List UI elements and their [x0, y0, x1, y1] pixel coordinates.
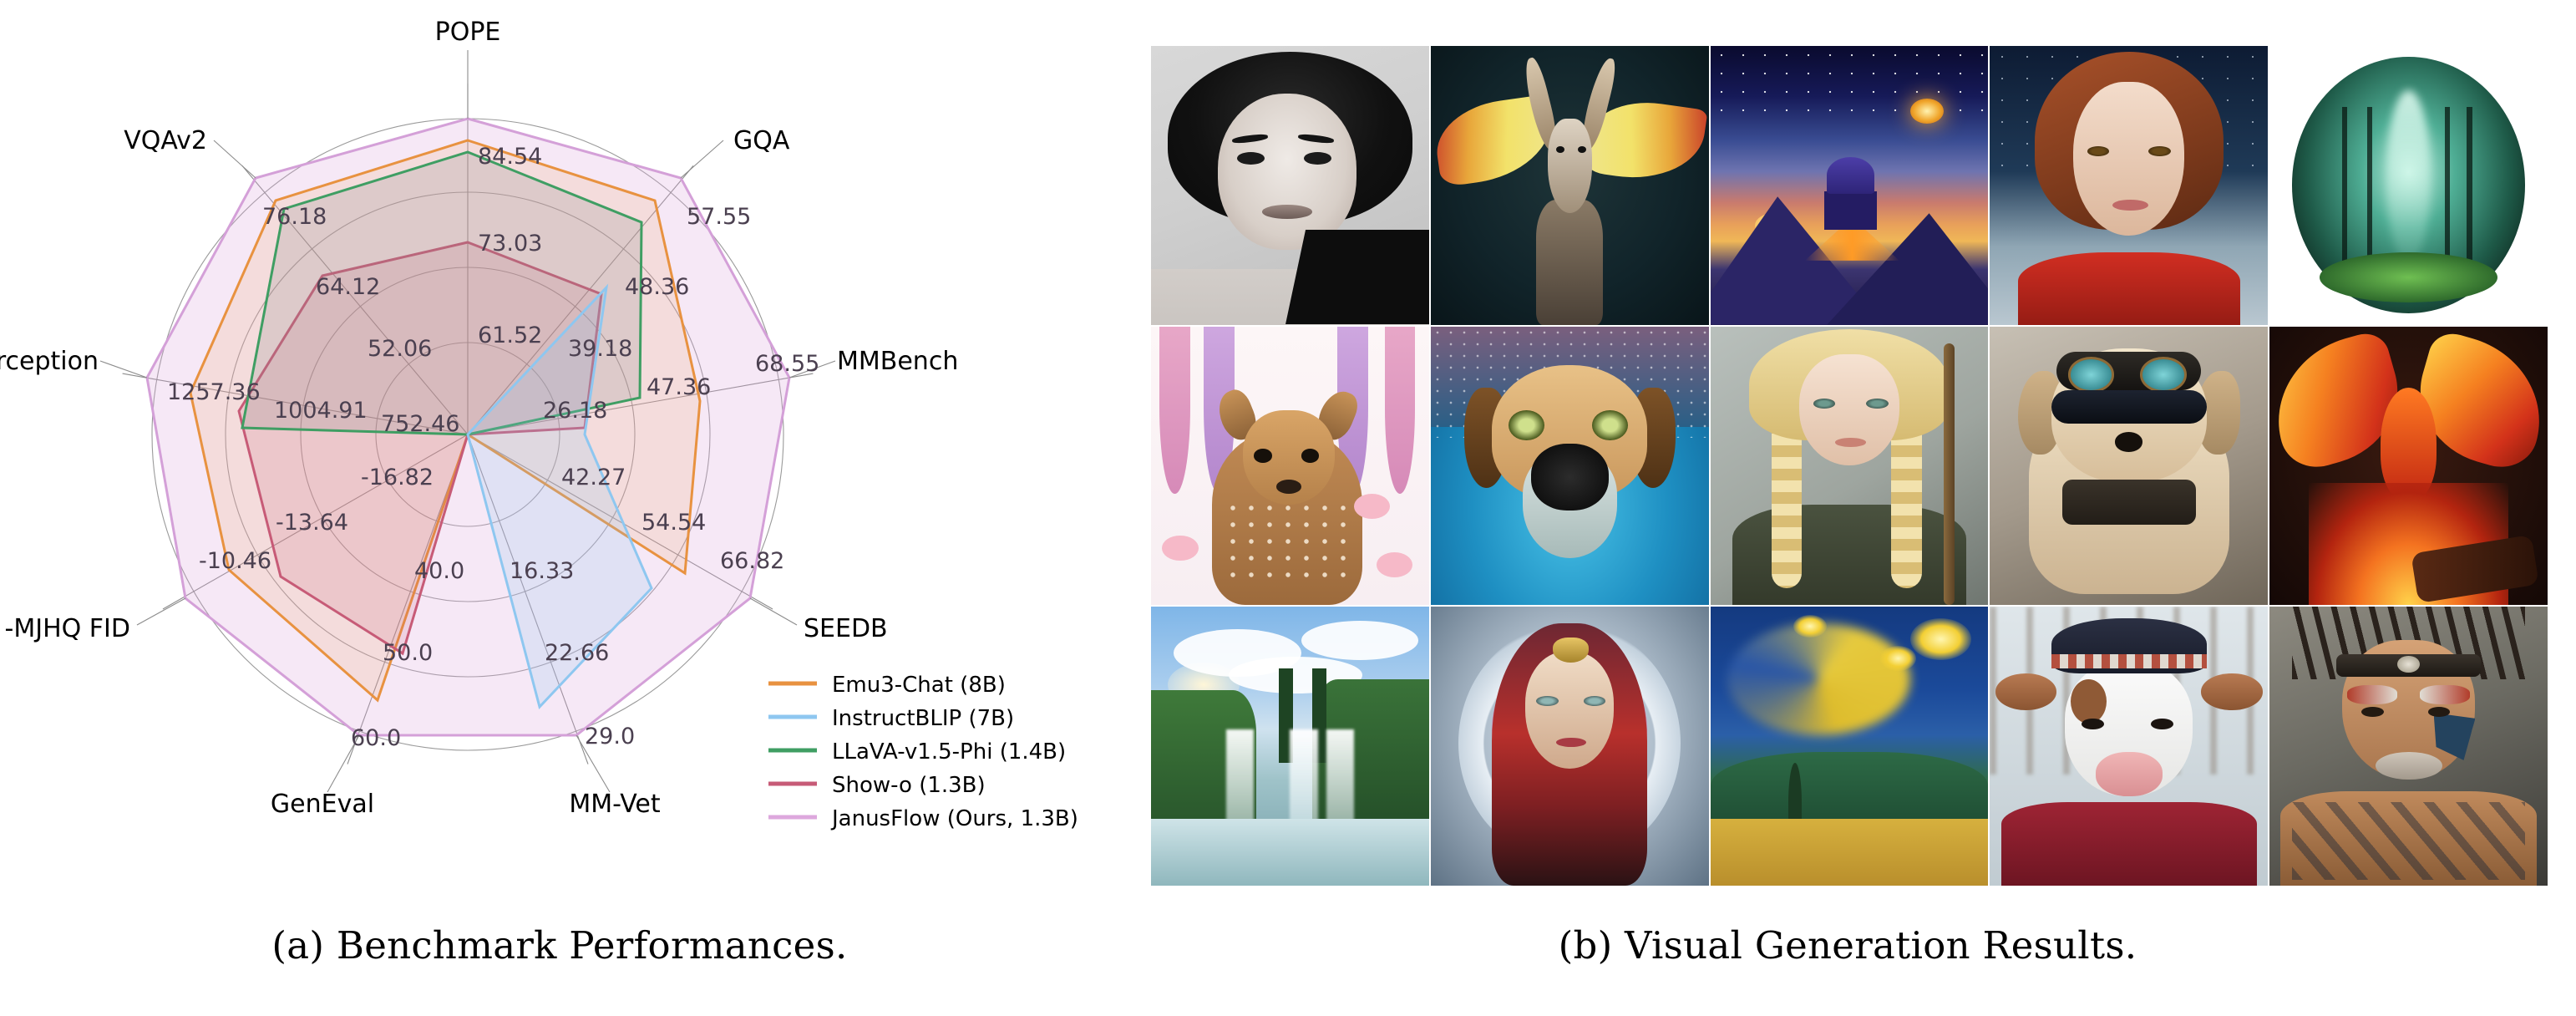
gallery-tile-tropical-waterfall[interactable] — [1151, 607, 1429, 886]
tick-mjhq-inner: -16.82 — [361, 465, 434, 490]
tick-gqa-outer: 57.55 — [687, 204, 751, 230]
legend-label-llava[interactable]: LLaVA-v1.5-Phi (1.4B) — [832, 739, 1066, 765]
legend-label-emu3chat[interactable]: Emu3-Chat (8B) — [832, 673, 1006, 698]
tick-mmvet-outer: 29.0 — [585, 724, 635, 749]
gallery-tile-oval-forest-portal[interactable] — [2269, 46, 2548, 325]
tick-seedb-inner: 42.27 — [561, 465, 626, 490]
tick-mme-inner: 752.46 — [381, 411, 459, 437]
chart-legend: Emu3-Chat (8B) InstructBLIP (7B) LLaVA-v… — [768, 673, 1078, 831]
axis-label-vqav2: VQAv2 — [124, 126, 207, 155]
tick-pope-outer: 84.54 — [478, 144, 542, 170]
axis-label-mmbench: MMBench — [837, 347, 958, 376]
tick-geneval-mid: 50.0 — [383, 640, 433, 666]
radar-spokes — [122, 84, 814, 765]
radar-chart: POPE GQA MMBench SEEDB MM-Vet GenEval -M… — [0, 0, 1119, 902]
tick-geneval-inner: 40.0 — [414, 558, 464, 584]
tick-mme-outer: 1257.36 — [167, 379, 261, 405]
tick-vqav2-outer: 76.18 — [262, 204, 327, 230]
tick-gqa-inner: 39.18 — [568, 336, 632, 362]
caption-a: (a) Benchmark Performances. — [271, 923, 848, 968]
legend-label-showo[interactable]: Show-o (1.3B) — [832, 773, 986, 798]
legend-label-janusflow[interactable]: JanusFlow (Ours, 1.3B) — [830, 806, 1078, 831]
axis-label-mmvet: MM-Vet — [569, 790, 660, 819]
caption-b: (b) Visual Generation Results. — [1558, 923, 2137, 968]
axis-label-geneval: GenEval — [271, 790, 374, 819]
visual-generation-grid — [1151, 46, 2548, 886]
tick-vqav2-inner: 52.06 — [368, 336, 432, 362]
series-emu3chat — [189, 139, 702, 703]
gallery-tile-redhead-sci-fi-woman[interactable] — [1990, 46, 2269, 325]
axis-label-seedb: SEEDB — [804, 614, 888, 643]
gallery-tile-starry-night-landscape[interactable] — [1710, 607, 1989, 886]
tick-mmbench-outer: 68.55 — [755, 351, 819, 377]
gallery-tile-cow-in-winter-hat[interactable] — [1990, 607, 2269, 886]
gallery-tile-fawn-with-blossoms[interactable] — [1151, 326, 1429, 606]
panel-benchmark-radar: POPE GQA MMBench SEEDB MM-Vet GenEval -M… — [0, 0, 1119, 1016]
gallery-tile-pixel-observatory-sunset[interactable] — [1710, 46, 1989, 325]
tick-mmbench-mid: 47.36 — [647, 374, 711, 400]
tick-pope-inner: 61.52 — [478, 323, 542, 348]
axis-label-mjhq-fid: -MJHQ FID — [5, 614, 130, 643]
tick-mme-mid: 1004.91 — [274, 398, 368, 424]
gallery-tile-tribal-warrior-face-paint[interactable] — [2269, 607, 2548, 886]
tick-geneval-outer: 60.0 — [351, 725, 401, 751]
gallery-tile-fantasy-antelope[interactable] — [1430, 46, 1709, 325]
tick-mjhq-mid: -13.64 — [276, 510, 348, 536]
tick-seedb-outer: 66.82 — [720, 548, 784, 574]
legend-label-instructblip[interactable]: InstructBLIP (7B) — [832, 706, 1014, 731]
axis-label-gqa: GQA — [733, 126, 790, 155]
series-showo — [237, 241, 603, 656]
gallery-tile-blonde-braided-archer[interactable] — [1710, 326, 1989, 606]
tick-mjhq-outer: -10.46 — [199, 548, 271, 574]
gallery-tile-bw-woman-portrait[interactable] — [1151, 46, 1429, 325]
tick-mmbench-inner: 26.18 — [543, 398, 607, 424]
series-janusflow — [145, 117, 791, 737]
tick-gqa-mid: 48.36 — [625, 274, 689, 300]
tick-vqav2-mid: 64.12 — [316, 274, 380, 300]
radar-leaders — [99, 50, 836, 793]
tick-seedb-mid: 54.54 — [641, 510, 706, 536]
gallery-tile-fire-phoenix[interactable] — [2269, 326, 2548, 606]
tick-pope-mid: 73.03 — [478, 231, 542, 257]
axis-label-pope: POPE — [435, 18, 501, 47]
tick-mmvet-mid: 22.66 — [545, 640, 609, 666]
gallery-tile-steampunk-puppy-goggles[interactable] — [1990, 326, 2269, 606]
gallery-tile-dog-underwater-closeup[interactable] — [1430, 326, 1709, 606]
tick-mmvet-inner: 16.33 — [510, 558, 574, 584]
series-instructblip — [466, 283, 653, 709]
axis-label-mme-perception: MME-Perception — [0, 347, 99, 376]
radar-svg: POPE GQA MMBench SEEDB MM-Vet GenEval -M… — [0, 18, 1078, 831]
gallery-tile-red-veiled-woman-sci-fi[interactable] — [1430, 607, 1709, 886]
